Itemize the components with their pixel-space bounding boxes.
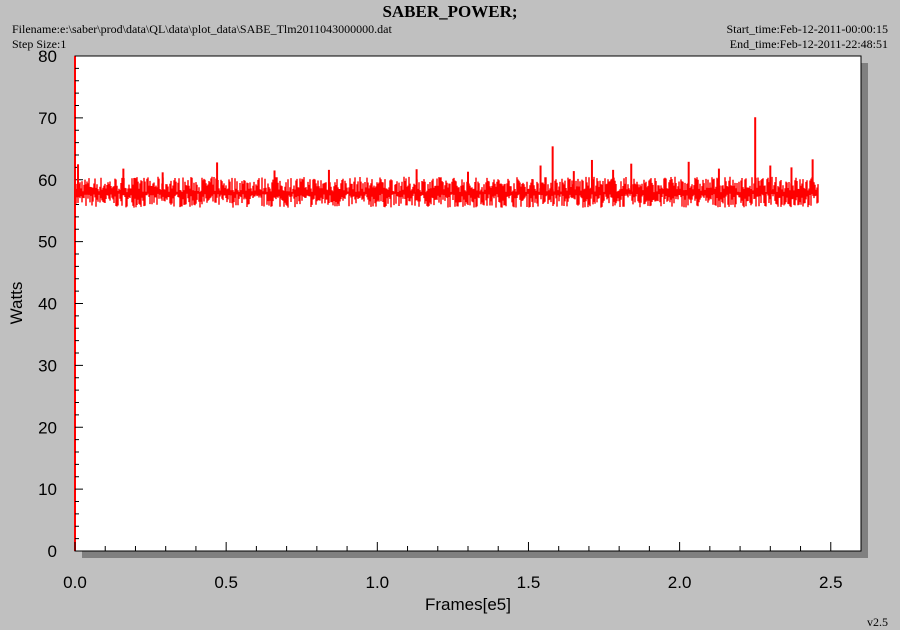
y-axis-label: Watts [7, 282, 26, 325]
series-line [74, 176, 819, 208]
filename-label: Filename:e:\saber\prod\data\QL\data\plot… [12, 22, 392, 36]
x-tick-label: 2.0 [668, 573, 692, 592]
x-axis-label: Frames[e5] [425, 595, 511, 614]
step-size-label: Step Size:1 [12, 37, 66, 51]
y-tick-label: 60 [38, 171, 57, 190]
y-tick-label: 0 [48, 542, 57, 561]
plot-area [74, 55, 862, 552]
x-tick-label: 0.5 [214, 573, 238, 592]
version-label: v2.5 [867, 615, 888, 629]
y-tick-label: 10 [38, 480, 57, 499]
y-axis: 0 10 20 30 40 50 60 70 80 [38, 47, 83, 561]
y-tick-label: 80 [38, 47, 57, 66]
chart-title: SABER_POWER; [382, 2, 517, 21]
y-tick-label: 20 [38, 418, 57, 437]
y-tick-label: 70 [38, 109, 57, 128]
y-tick-label: 40 [38, 295, 57, 314]
start-time-label: Start_time:Feb-12-2011-00:00:15 [726, 22, 888, 36]
end-time-label: End_time:Feb-12-2011-22:48:51 [730, 37, 888, 51]
y-tick-label: 30 [38, 356, 57, 375]
x-tick-label: 2.5 [819, 573, 843, 592]
x-tick-label: 0.0 [63, 573, 87, 592]
x-tick-label: 1.0 [365, 573, 389, 592]
x-tick-label: 1.5 [517, 573, 541, 592]
x-axis: 0.0 0.5 1.0 1.5 2.0 2.5 [63, 542, 862, 592]
y-tick-label: 50 [38, 233, 57, 252]
series-layer [74, 117, 819, 208]
